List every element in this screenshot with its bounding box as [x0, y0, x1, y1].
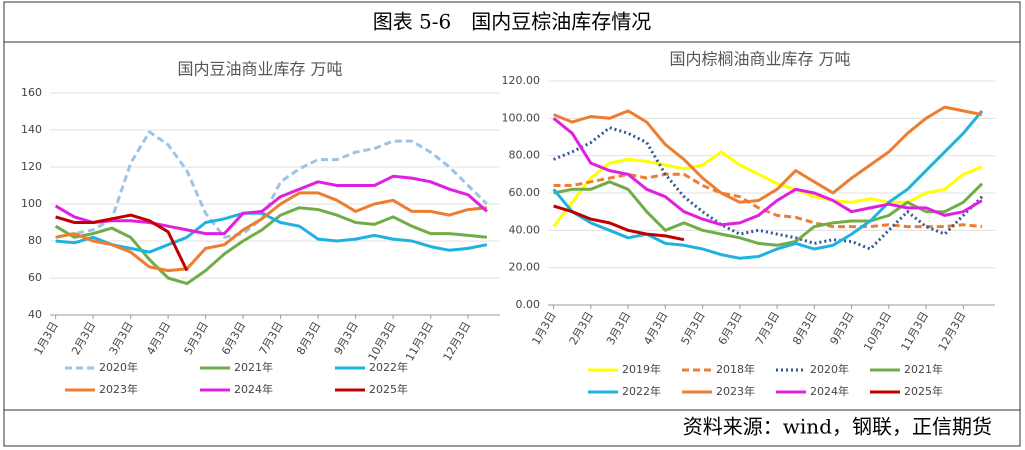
x-tick-label: 7月3日	[257, 320, 286, 358]
y-tick-label: 160	[21, 86, 42, 99]
x-tick-label: 12月3日	[441, 320, 474, 364]
x-tick-label: 6月3日	[716, 310, 745, 348]
x-tick-label: 4月3日	[641, 310, 670, 348]
legend-label: 2020年	[99, 360, 138, 374]
y-tick-label: 40.00	[509, 223, 541, 236]
series-line	[553, 172, 983, 229]
x-tick-label: 8月3日	[790, 310, 819, 348]
legend-label: 2023年	[99, 382, 138, 396]
x-tick-label: 3月3日	[107, 320, 136, 358]
x-tick-label: 1月3日	[32, 320, 61, 358]
legend-label: 2021年	[904, 362, 943, 376]
legend-label: 2025年	[369, 382, 408, 396]
figure-title: 图表 5-6 国内豆棕油库存情况	[373, 10, 652, 34]
legend-label: 2024年	[234, 382, 273, 396]
legend-label: 2021年	[234, 360, 273, 374]
y-tick-label: 60.00	[509, 186, 541, 199]
x-tick-label: 5月3日	[182, 320, 211, 358]
legend-label: 2019年	[622, 362, 661, 376]
y-tick-label: 120	[21, 160, 42, 173]
x-tick-label: 10月3日	[366, 320, 399, 364]
y-tick-label: 0.00	[516, 298, 541, 311]
x-tick-label: 11月3日	[403, 320, 436, 364]
y-tick-label: 80.00	[509, 149, 541, 162]
x-tick-label: 9月3日	[828, 310, 857, 348]
y-tick-label: 120.00	[502, 74, 541, 87]
x-tick-label: 5月3日	[679, 310, 708, 348]
x-tick-label: 2月3日	[567, 310, 596, 348]
series-line	[553, 126, 984, 251]
y-tick-label: 100	[21, 197, 42, 210]
series-line	[55, 213, 189, 272]
legend-label: 2023年	[716, 384, 755, 398]
x-tick-label: 9月3日	[332, 320, 361, 358]
frame	[3, 1, 1021, 447]
x-tick-label: 8月3日	[294, 320, 323, 358]
series-line	[552, 150, 983, 228]
y-tick-label: 40	[28, 308, 42, 321]
series-line	[553, 105, 983, 204]
series-line	[552, 117, 983, 227]
legend-label: 2024年	[810, 384, 849, 398]
chart-title: 国内豆油商业库存 万吨	[177, 60, 342, 79]
series-line	[553, 180, 984, 247]
source: 资料来源：wind，钢联，正信期货	[683, 415, 992, 439]
y-tick-label: 80	[28, 234, 42, 247]
legend-label: 2018年	[716, 362, 755, 376]
legend-label: 2025年	[904, 384, 943, 398]
series-line	[553, 204, 685, 242]
x-tick-label: 4月3日	[144, 320, 173, 358]
y-tick-label: 60	[28, 271, 42, 284]
series-line	[54, 174, 488, 236]
chart-title: 国内棕榈油商业库存 万吨	[669, 50, 850, 69]
legend-label: 2022年	[622, 384, 661, 398]
x-tick-label: 10月3日	[861, 310, 894, 354]
y-tick-label: 100.00	[502, 111, 541, 124]
x-tick-label: 7月3日	[753, 310, 782, 348]
x-tick-label: 1月3日	[530, 310, 559, 348]
series-line	[55, 211, 488, 254]
x-tick-label: 12月3日	[936, 310, 969, 354]
y-tick-label: 20.00	[509, 261, 541, 274]
legend-label: 2022年	[369, 360, 408, 374]
x-tick-label: 6月3日	[219, 320, 248, 358]
series-line	[55, 191, 488, 273]
x-tick-label: 3月3日	[604, 310, 633, 348]
legend-label: 2020年	[810, 362, 849, 376]
x-tick-label: 2月3日	[69, 320, 98, 358]
series-line	[54, 206, 488, 286]
x-tick-label: 11月3日	[899, 310, 932, 354]
y-tick-label: 140	[21, 123, 42, 136]
series-line	[552, 109, 984, 260]
